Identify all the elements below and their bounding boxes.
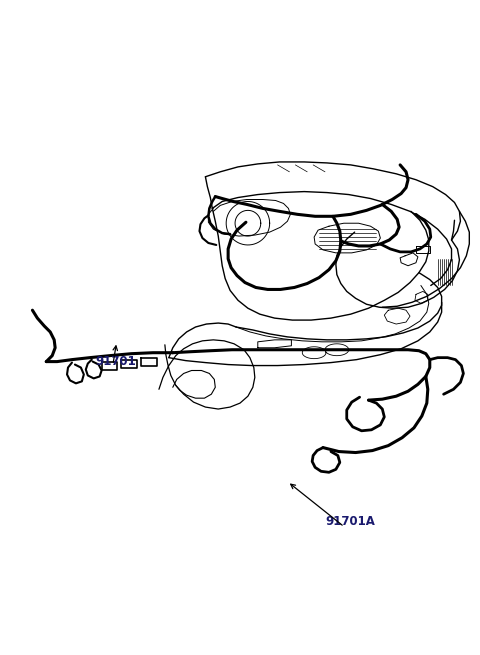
Text: 91701: 91701 xyxy=(96,354,136,367)
Text: 91701A: 91701A xyxy=(325,515,375,528)
